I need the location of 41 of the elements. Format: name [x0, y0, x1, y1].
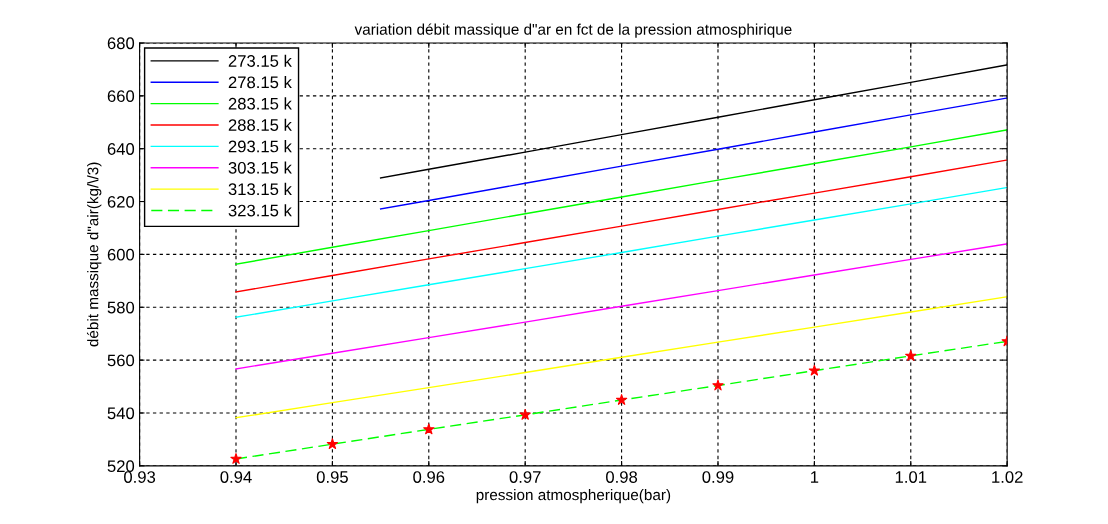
point [326, 438, 339, 450]
point [615, 394, 628, 405]
point [905, 349, 917, 361]
legend-label: 323.15 k [228, 204, 292, 217]
line-series [235, 295, 1008, 419]
legend-label: 283.15 k [228, 97, 292, 110]
line-series [379, 97, 1008, 210]
y-tick-label: 520 [107, 460, 135, 473]
y-tick-label: 540 [107, 407, 135, 420]
point [423, 423, 435, 435]
x-tick-label: 1.01 [895, 471, 927, 483]
x-tick-label: 0.99 [702, 471, 734, 483]
x-axis-title: pression atmospherique(bar) [476, 489, 671, 504]
x-tick-label: 0.94 [220, 471, 252, 483]
line-series [235, 243, 1008, 370]
chart-title: variation débit massique d"ar en fct de la pression atmosphirique [354, 23, 792, 38]
y-tick-label: 640 [107, 143, 135, 155]
y-tick-label: 620 [107, 195, 135, 208]
y-tick-label: 580 [107, 301, 135, 314]
y-tick-label: 560 [107, 354, 135, 367]
legend-label: 303.15 k [228, 161, 292, 174]
y-tick-label: 660 [107, 90, 135, 103]
legend-label: 278.15 k [228, 76, 292, 89]
y-axis-title: débit massique d"air(kg/\/3) [86, 162, 102, 347]
y-tick-label: 600 [107, 248, 135, 261]
point [519, 408, 531, 420]
y-tick-label: 680 [107, 37, 135, 50]
legend-label: 273.15 k [228, 54, 292, 67]
x-tick-label: 0.98 [606, 471, 638, 483]
legend-label: 313.15 k [228, 182, 292, 196]
point [808, 364, 821, 376]
point [712, 379, 724, 391]
x-tick-label: 0.97 [509, 471, 541, 483]
legend-label: 288.15 k [228, 118, 292, 131]
point [230, 453, 242, 464]
x-tick-label: 0.95 [316, 471, 348, 483]
x-tick-label: 0.96 [413, 471, 445, 483]
legend-label: 293.15 k [228, 140, 292, 153]
x-tick-label: 0.93 [124, 471, 156, 483]
x-tick-label: 1 [811, 471, 819, 483]
x-tick-label: 1.02 [992, 471, 1023, 483]
